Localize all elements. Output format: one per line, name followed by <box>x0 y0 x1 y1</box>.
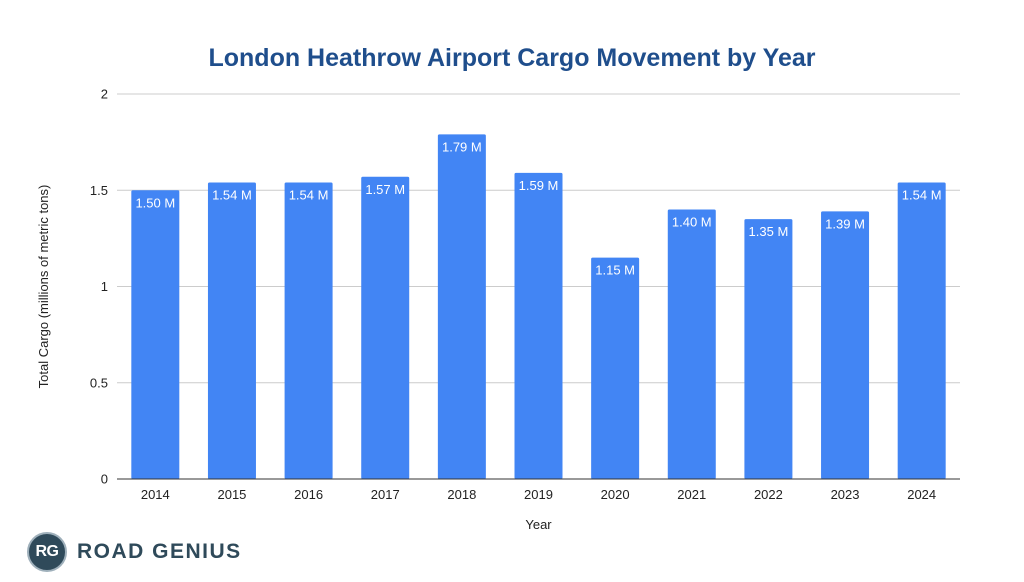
bar-2019 <box>514 172 563 480</box>
bar-value-label: 1.57 M <box>365 182 405 197</box>
x-tick-label: 2019 <box>524 487 553 502</box>
bar-value-label: 1.59 M <box>519 178 559 193</box>
bar-value-label: 1.50 M <box>135 195 175 210</box>
y-tick-label: 1 <box>101 279 108 294</box>
x-tick-label: 2023 <box>831 487 860 502</box>
x-tick-label: 2020 <box>601 487 630 502</box>
bars <box>131 134 946 480</box>
bar-2022 <box>744 219 793 479</box>
logo-badge-icon: RG <box>27 532 67 572</box>
bar-2021 <box>667 209 716 479</box>
bar-2014 <box>131 190 180 479</box>
bar-2023 <box>821 211 870 480</box>
y-tick-label: 0.5 <box>90 375 108 390</box>
x-tick-label: 2022 <box>754 487 783 502</box>
y-tick-label: 1.5 <box>90 183 108 198</box>
bar-2015 <box>207 182 256 480</box>
road-genius-logo: RG ROAD GENIUS <box>27 530 242 574</box>
x-tick-label: 2024 <box>907 487 936 502</box>
x-tick-label: 2015 <box>217 487 246 502</box>
bar-value-label: 1.54 M <box>902 188 942 203</box>
bar-value-label: 1.35 M <box>749 224 789 239</box>
x-axis-title: Year <box>525 517 552 532</box>
bar-value-label: 1.39 M <box>825 216 865 231</box>
bar-2020 <box>591 257 640 479</box>
x-tick-label: 2017 <box>371 487 400 502</box>
y-axis-title: Total Cargo (millions of metric tons) <box>36 185 51 389</box>
bar-value-label: 1.54 M <box>212 188 252 203</box>
bar-labels: 1.50 M 1.54 M 1.54 M 1.57 M 1.79 M 1.59 M 1.15… <box>135 139 941 277</box>
bar-2016 <box>284 182 333 480</box>
y-tick-label: 2 <box>101 87 108 102</box>
y-tick-labels: 0 0.5 1 1.5 2 <box>90 87 108 487</box>
bar-value-label: 1.54 M <box>289 188 329 203</box>
bar-value-label: 1.79 M <box>442 139 482 154</box>
bar-2024 <box>897 182 946 480</box>
x-tick-labels: 2014 2015 2016 2017 2018 2019 2020 2021 2022 2023… <box>141 487 936 502</box>
bar-2017 <box>361 176 410 479</box>
x-tick-label: 2018 <box>447 487 476 502</box>
bar-value-label: 1.40 M <box>672 215 712 230</box>
y-tick-label: 0 <box>101 472 108 487</box>
x-tick-label: 2016 <box>294 487 323 502</box>
logo-text: ROAD GENIUS <box>77 540 242 563</box>
chart-title: London Heathrow Airport Cargo Movement b… <box>208 44 816 72</box>
x-tick-label: 2014 <box>141 487 170 502</box>
bar-2018 <box>437 134 486 480</box>
bar-value-label: 1.15 M <box>595 263 635 278</box>
x-tick-label: 2021 <box>677 487 706 502</box>
